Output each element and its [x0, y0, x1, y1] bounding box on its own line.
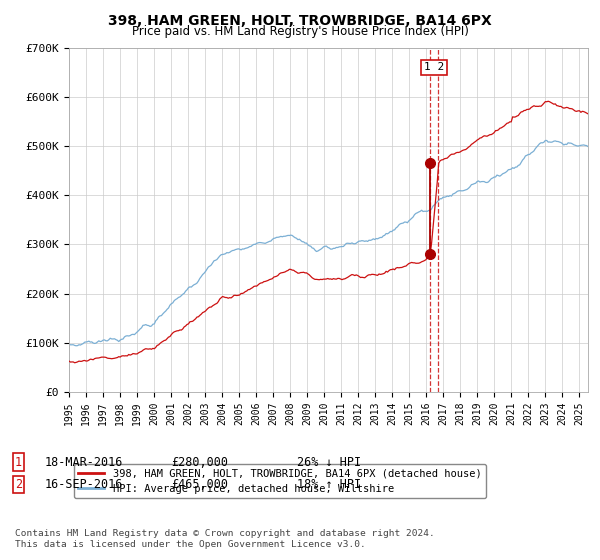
Text: Price paid vs. HM Land Registry's House Price Index (HPI): Price paid vs. HM Land Registry's House …	[131, 25, 469, 38]
Text: 1: 1	[15, 455, 22, 469]
Text: £280,000: £280,000	[171, 455, 228, 469]
Text: 16-SEP-2016: 16-SEP-2016	[45, 478, 124, 491]
Legend: 398, HAM GREEN, HOLT, TROWBRIDGE, BA14 6PX (detached house), HPI: Average price,: 398, HAM GREEN, HOLT, TROWBRIDGE, BA14 6…	[74, 464, 485, 498]
Text: 1 2: 1 2	[424, 62, 444, 72]
Text: £465,000: £465,000	[171, 478, 228, 491]
Text: 18-MAR-2016: 18-MAR-2016	[45, 455, 124, 469]
Text: Contains HM Land Registry data © Crown copyright and database right 2024.
This d: Contains HM Land Registry data © Crown c…	[15, 529, 435, 549]
Text: 26% ↓ HPI: 26% ↓ HPI	[297, 455, 361, 469]
Text: 2: 2	[15, 478, 22, 491]
Text: 398, HAM GREEN, HOLT, TROWBRIDGE, BA14 6PX: 398, HAM GREEN, HOLT, TROWBRIDGE, BA14 6…	[108, 14, 492, 28]
Text: 18% ↑ HPI: 18% ↑ HPI	[297, 478, 361, 491]
